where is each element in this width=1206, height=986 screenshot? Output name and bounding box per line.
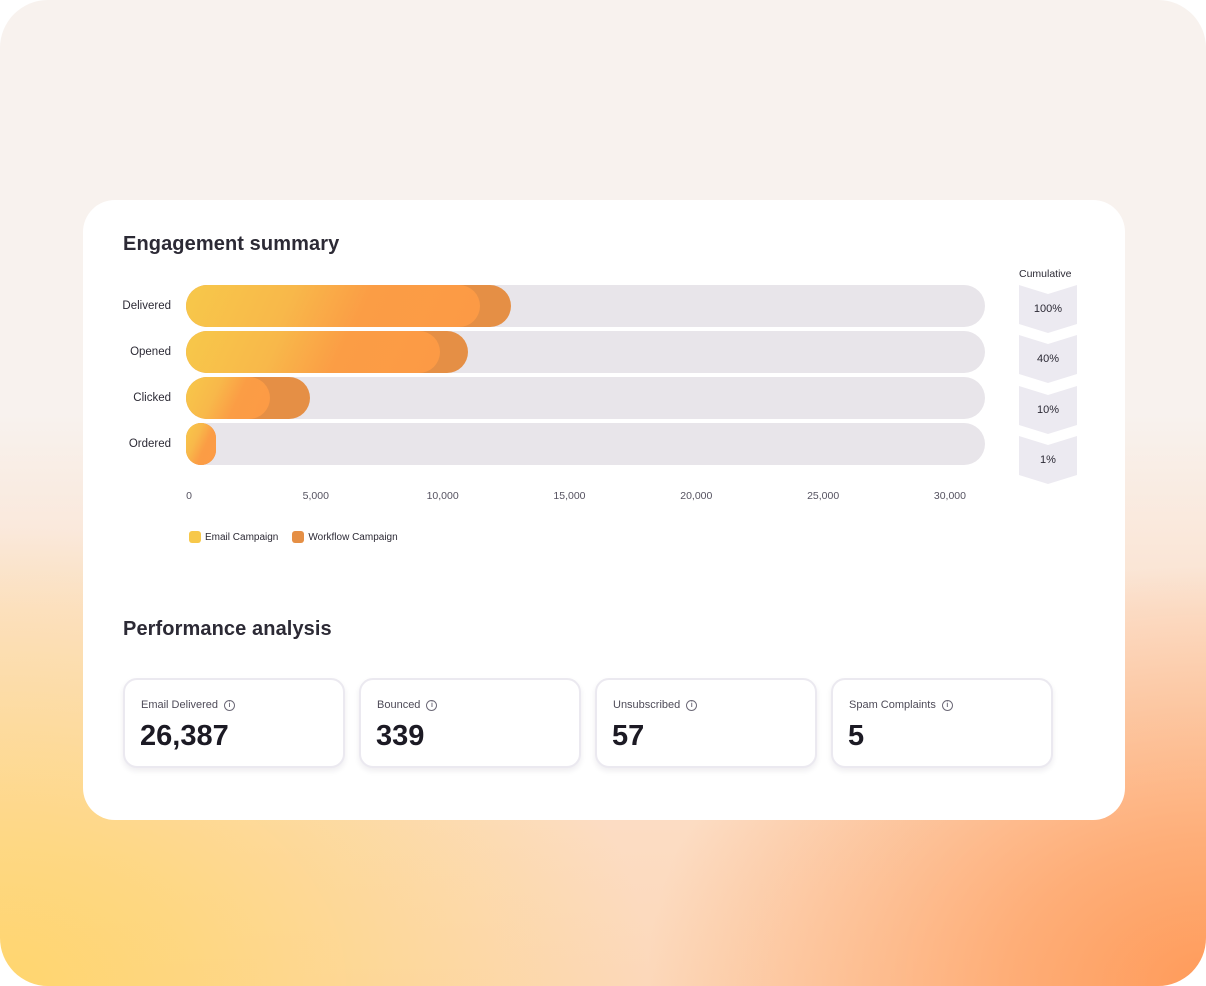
chart-legend: Email Campaign Workflow Campaign [189, 531, 398, 543]
kpi-label: Email Delivered [141, 699, 219, 711]
legend-item-email[interactable]: Email Campaign [189, 531, 278, 543]
cumulative-title: Cumulative [1019, 268, 1072, 280]
info-icon[interactable]: i [941, 699, 953, 711]
x-tick-label: 25,000 [807, 490, 840, 502]
kpi-card-bounced[interactable]: Bounced i 339 [359, 678, 581, 768]
x-tick-label: 15,000 [553, 490, 586, 502]
cumulative-step-ordered: 1% [1019, 436, 1077, 484]
legend-label-workflow: Workflow Campaign [308, 531, 398, 543]
x-tick-label: 30,000 [933, 490, 966, 502]
x-tick-label: 0 [186, 490, 192, 502]
kpi-card-spam-complaints[interactable]: Spam Complaints i 5 [831, 678, 1053, 768]
cumulative-step-opened: 40% [1019, 335, 1077, 383]
info-icon[interactable]: i [686, 699, 698, 711]
category-label-clicked: Clicked [133, 392, 171, 404]
info-icon[interactable]: i [224, 699, 236, 711]
bar-track-ordered [186, 423, 985, 465]
kpi-label: Spam Complaints [849, 699, 936, 711]
bar-email-campaign-opened[interactable] [186, 331, 440, 373]
kpi-value: 5 [848, 720, 865, 752]
cumulative-step-clicked: 10% [1019, 386, 1077, 434]
kpi-value: 57 [612, 720, 645, 752]
dashboard-card: Engagement summary Delivered Opened Clicke… [83, 200, 1125, 820]
bar-email-campaign-delivered[interactable] [186, 285, 481, 327]
bar-track-clicked [186, 377, 985, 419]
bar-email-campaign-clicked[interactable] [186, 377, 270, 419]
category-label-ordered: Ordered [128, 438, 171, 450]
kpi-label: Unsubscribed [613, 699, 681, 711]
engagement-title: Engagement summary [123, 233, 340, 255]
kpi-value: 26,387 [140, 720, 229, 752]
kpi-card-email-delivered[interactable]: Email Delivered i 26,387 [123, 678, 345, 768]
cumulative-step-delivered: 100% [1019, 285, 1077, 333]
bar-email-campaign-ordered[interactable] [186, 423, 216, 465]
x-tick-label: 5,000 [302, 490, 329, 502]
performance-title: Performance analysis [123, 618, 332, 640]
info-icon[interactable]: i [426, 699, 438, 711]
legend-label-email: Email Campaign [205, 531, 279, 543]
x-tick-label: 10,000 [426, 490, 459, 502]
category-label-opened: Opened [130, 346, 171, 358]
category-label-delivered: Delivered [122, 300, 171, 312]
legend-item-workflow[interactable]: Workflow Campaign [292, 531, 398, 543]
kpi-value: 339 [376, 720, 425, 752]
kpi-label: Bounced [377, 699, 421, 711]
legend-swatch-workflow [292, 531, 305, 543]
kpi-card-unsubscribed[interactable]: Unsubscribed i 57 [595, 678, 817, 768]
x-tick-label: 20,000 [680, 490, 713, 502]
legend-swatch-email [189, 531, 201, 543]
